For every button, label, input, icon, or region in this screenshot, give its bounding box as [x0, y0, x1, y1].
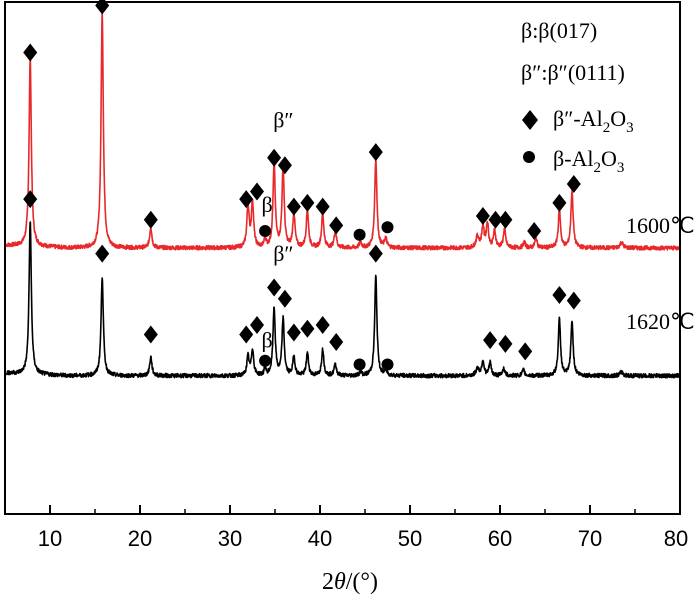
diamond-marker — [315, 197, 330, 216]
x-tick-label: 50 — [398, 526, 422, 551]
diamond-marker — [95, 244, 110, 263]
diamond-marker — [566, 175, 581, 194]
circle-marker — [381, 358, 394, 371]
legend-label-beta-al2o3: β-Al2O3 — [553, 146, 624, 176]
diamond-marker — [315, 316, 330, 335]
x-axis-title: 2θ/(°) — [322, 569, 378, 595]
diamond-marker — [498, 334, 513, 353]
diamond-marker — [475, 207, 490, 225]
circle-marker — [353, 228, 366, 241]
diamond-marker — [566, 291, 581, 310]
diamond-marker — [250, 316, 264, 335]
annotation-label: 1620℃ — [626, 309, 695, 334]
annotation-label: β″ — [273, 241, 293, 266]
x-axis: 10 20 30 40 50 60 70 80 — [38, 505, 688, 551]
diamond-marker — [286, 197, 301, 216]
diamond-marker — [483, 331, 498, 350]
diamond-marker — [239, 190, 254, 209]
diamond-marker — [143, 325, 158, 344]
diamond-marker — [300, 319, 315, 338]
series-layer — [5, 11, 680, 379]
x-tick-label: 80 — [664, 526, 688, 551]
diamond-marker — [552, 285, 567, 304]
annotation-label: β — [262, 328, 273, 353]
x-tick-label: 10 — [38, 526, 62, 551]
diamond-marker — [498, 210, 513, 229]
diamond-marker — [95, 0, 110, 15]
diamond-marker — [329, 216, 344, 235]
circle-marker — [353, 358, 366, 371]
diamond-marker — [267, 148, 282, 167]
annotation-label: β″ — [273, 108, 293, 133]
x-tick-label: 20 — [128, 526, 152, 551]
legend: β:β(017) β″:β″(0111) β″-Al2O3 β-Al2O3 — [521, 18, 634, 176]
x-tick-label: 60 — [488, 526, 512, 551]
diamond-marker — [23, 43, 38, 62]
x-tick-label: 70 — [578, 526, 602, 551]
legend-label-beta-double-prime-al2o3: β″-Al2O3 — [553, 106, 634, 136]
diamond-marker — [527, 222, 542, 241]
legend-diamond-marker — [522, 110, 538, 130]
annotation-label: 1600℃ — [626, 213, 695, 238]
diamond-marker — [239, 325, 254, 344]
diamond-marker — [368, 244, 383, 263]
diamond-marker — [277, 156, 292, 175]
diamond-marker — [300, 193, 315, 212]
legend-note-beta: β:β(017) — [521, 18, 597, 43]
x-tick-label: 40 — [308, 526, 332, 551]
diamond-marker — [329, 332, 344, 351]
legend-circle-marker — [523, 151, 535, 163]
plot-frame — [4, 1, 681, 515]
diamond-marker — [368, 143, 383, 162]
annotation-label: β — [262, 192, 273, 217]
diamond-marker — [143, 210, 158, 229]
diamond-marker — [277, 289, 292, 308]
diamond-marker — [552, 193, 567, 212]
marker-layer — [23, 0, 581, 371]
diamond-marker — [286, 323, 301, 342]
legend-note-beta-double-prime: β″:β″(0111) — [521, 60, 625, 85]
series-line-1620℃ — [5, 221, 680, 379]
diamond-marker — [518, 342, 533, 361]
series-line-1600℃ — [5, 11, 680, 251]
diamond-marker — [488, 210, 503, 229]
circle-marker — [259, 354, 272, 367]
diamond-marker — [23, 190, 38, 209]
circle-marker — [259, 225, 272, 238]
x-tick-label: 30 — [218, 526, 242, 551]
diamond-marker — [267, 278, 282, 297]
diamond-marker — [250, 182, 264, 201]
circle-marker — [381, 221, 394, 234]
